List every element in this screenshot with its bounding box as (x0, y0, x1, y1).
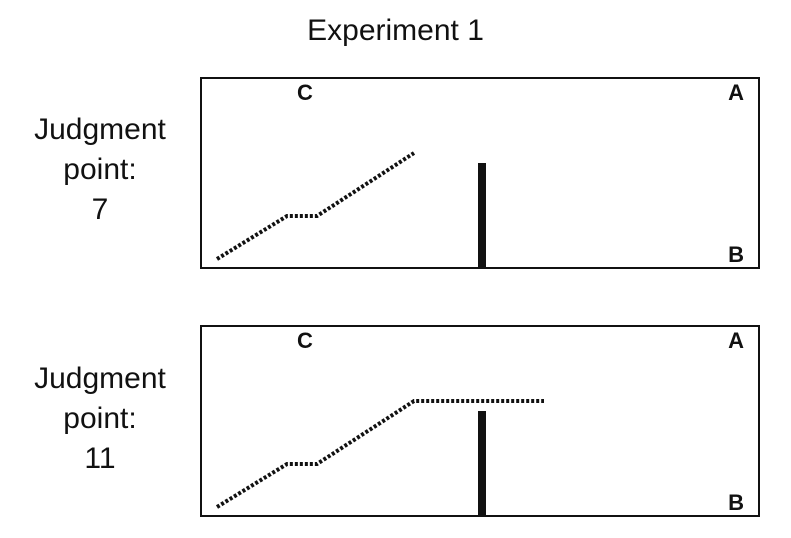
dotted-trajectory (215, 399, 544, 509)
dotted-trajectory (215, 151, 416, 261)
figure-title: Experiment 1 (307, 14, 484, 47)
corner-label-b: B (728, 490, 744, 515)
label-line: point: (63, 402, 137, 435)
label-line: point: (63, 153, 137, 186)
trajectory-panel-2: C A B (200, 325, 760, 517)
judgment-point-label-2: Judgment point: 11 (0, 359, 200, 479)
trajectory-diagram-1 (215, 151, 486, 267)
corner-label-c: C (297, 328, 313, 353)
judgment-point-label-1: Judgment point: 7 (0, 110, 200, 230)
corner-label-c: C (297, 80, 313, 105)
trajectory-diagram-2 (215, 399, 544, 515)
vertical-barrier (478, 163, 486, 267)
corner-label-a: A (728, 80, 744, 105)
vertical-barrier (478, 411, 486, 515)
corner-label-b: B (728, 242, 744, 267)
label-line: Judgment (34, 113, 166, 146)
label-line: 7 (91, 193, 109, 226)
corner-label-a: A (728, 328, 744, 353)
trajectory-panel-1: C A B (200, 77, 760, 269)
label-line: Judgment (34, 362, 166, 395)
label-line: 11 (84, 442, 116, 475)
